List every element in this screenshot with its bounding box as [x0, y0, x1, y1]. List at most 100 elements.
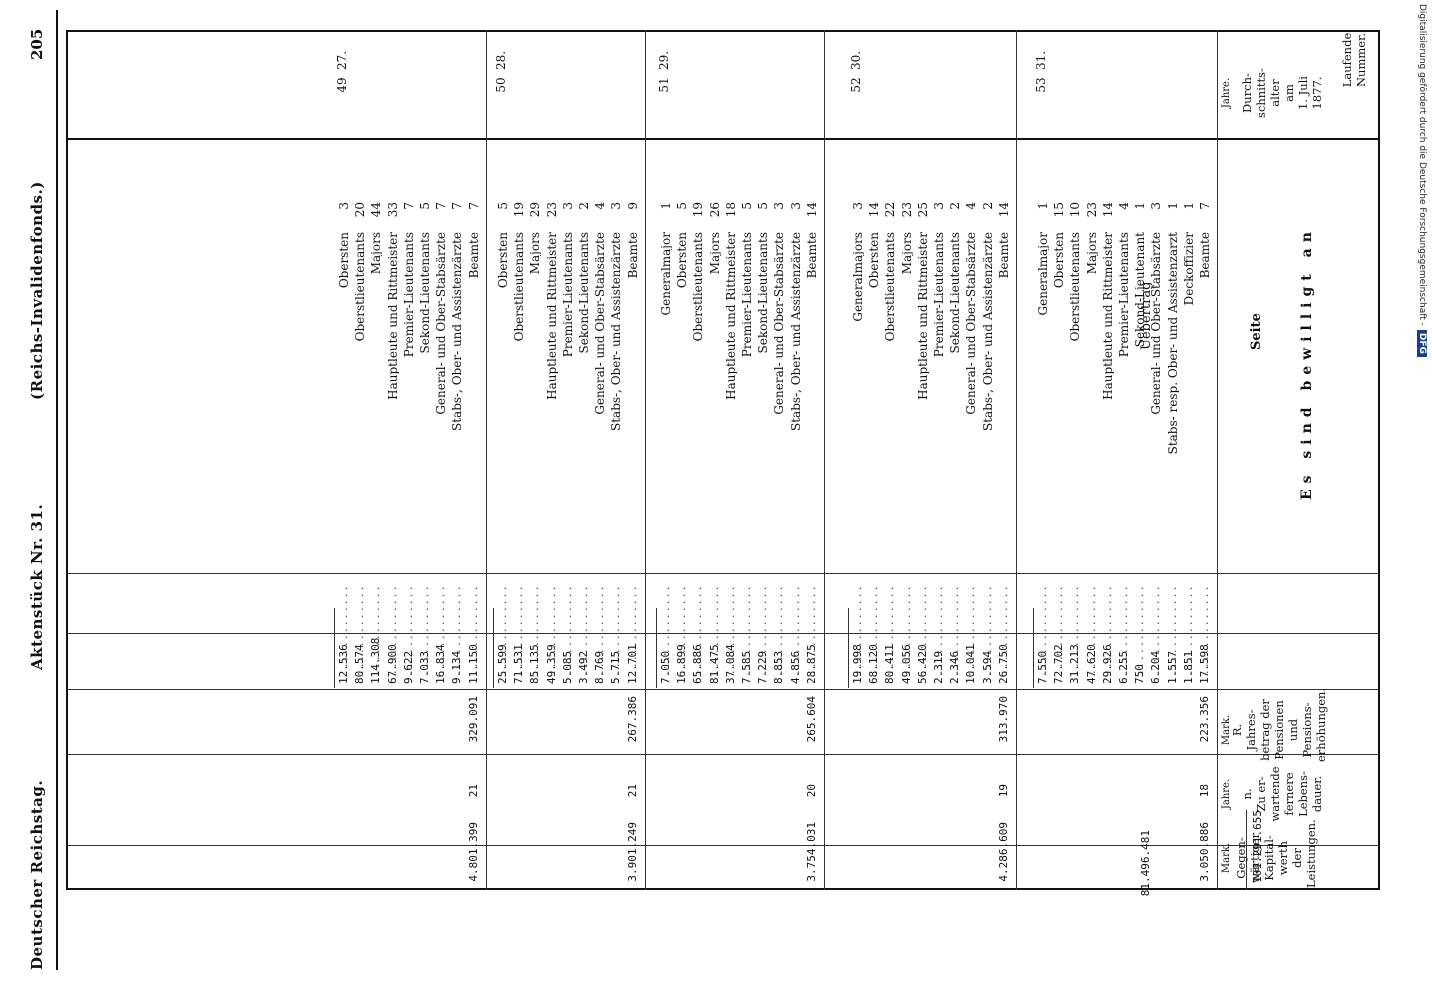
rank-name: Hauptleute und Rittmeister [545, 232, 558, 400]
rank-amount: 56.420 [915, 644, 929, 684]
rank-amount: 47.620 [1084, 644, 1098, 684]
rank-name: Premier-Lieutenants [741, 232, 753, 358]
rank-name: Deckoffizier [1182, 232, 1195, 306]
rank-name: General- und Ober-Stabsärzte [1150, 232, 1163, 415]
rank-count: 7 [434, 202, 449, 210]
group-rule [1217, 30, 1218, 890]
rank-amount: 49.359 [544, 644, 558, 684]
rank-name: Premier-Lieutenants [1118, 232, 1130, 358]
rank-count: 23 [1084, 202, 1099, 218]
rank-amount: 12.701 [625, 644, 639, 684]
group-age: 51 [657, 77, 671, 93]
rank-count: 3 [1149, 202, 1164, 210]
rank-count: 3 [788, 202, 803, 210]
rank-count: 7 [450, 202, 465, 210]
uebertrag-value: 81.496.481 [1139, 830, 1152, 897]
rank-amount: 7.050 [659, 650, 672, 684]
rank-amount: 26.750 [996, 644, 1010, 684]
rank-amount: 80.574 [353, 644, 367, 684]
rank-name: Hauptleute und Rittmeister [724, 232, 737, 400]
rank-count: 2 [948, 202, 963, 210]
rank-amount: 31.213 [1068, 644, 1082, 684]
rank-count: 1 [1181, 202, 1196, 210]
rank-amount: 7.229 [756, 650, 770, 684]
rank-count: 10 [1068, 202, 1083, 218]
rank-amount: 8.853 [772, 650, 786, 684]
rank-count: 3 [851, 202, 865, 210]
rank-name: Premier-Lieutenants [933, 232, 945, 358]
rank-name: Sekond-Lieutenants [757, 232, 770, 354]
rank-count: 5 [675, 202, 690, 210]
rank-name: Obersten [497, 232, 509, 289]
rank-name: Beamte [1199, 232, 1211, 279]
rank-count: 15 [1052, 202, 1067, 218]
rank-count: 14 [1100, 202, 1115, 218]
rank-count: 29 [528, 202, 543, 218]
rank-name: General- und Ober-Stabsärzte [773, 232, 786, 415]
rank-count: 3 [560, 202, 575, 210]
rank-count: 3 [337, 202, 351, 210]
footer-label: Seite [1249, 313, 1264, 350]
rank-name: Beamte [626, 232, 639, 279]
rank-count: 5 [418, 202, 432, 210]
rank-name: Obersten [868, 232, 881, 289]
rank-count: 23 [899, 202, 914, 218]
amount-subtotal-rule [334, 608, 335, 688]
rank-count: 2 [577, 202, 591, 210]
group-life: 21 [625, 784, 639, 798]
rank-count: 20 [353, 202, 368, 218]
rank-count: 14 [996, 202, 1011, 218]
rank-amount: 10.041 [964, 644, 978, 684]
rank-amount: 114.308 [369, 637, 383, 684]
rank-count: 2 [980, 202, 995, 210]
rank-amount: 3.492 [577, 650, 590, 684]
rank-name: General- und Ober-Stabsärzte [594, 232, 607, 415]
rank-name: Sekond-Lieutenant [1134, 232, 1147, 348]
rank-amount: 67.900 [385, 644, 399, 684]
rank-count: 1 [1133, 202, 1148, 210]
group-total: 329.091 [466, 696, 480, 743]
group-life: 19 [996, 784, 1010, 798]
rank-amount: 12.536 [337, 644, 350, 684]
rank-name: General- und Ober-Stabsärzte [435, 232, 448, 415]
amount-subtotal-rule [848, 608, 849, 688]
rank-amount: 37.084 [723, 644, 737, 684]
rank-amount: 2.319 [932, 650, 945, 684]
group-total: 265.604 [804, 696, 818, 743]
rank-name: Beamte [997, 232, 1010, 279]
group-life: 21 [466, 784, 480, 798]
rank-name: Majors [529, 232, 542, 275]
rank-amount: 65.886 [691, 644, 705, 684]
group-age: 50 [494, 77, 508, 93]
rank-name: Sekond-Lieutenants [578, 232, 590, 354]
group-rule [485, 30, 487, 890]
rank-name: Majors [900, 232, 913, 275]
rank-amount: 19.998 [851, 644, 864, 684]
rank-name: Sekond-Lieutenants [419, 232, 431, 354]
rank-count: 1 [1165, 202, 1180, 210]
rank-name: Oberstlieutenants [1069, 232, 1082, 342]
rank-name: Stabs-, Ober- und Assistenzärzte [610, 232, 623, 431]
rank-name: Oberstlieutenants [354, 232, 367, 342]
rank-count: 33 [385, 202, 400, 218]
rank-amount: 9.622 [401, 650, 415, 684]
group-total: 267.386 [625, 696, 639, 743]
rank-name: Majors [708, 232, 721, 275]
rank-name: Premier-Lieutenants [561, 232, 574, 358]
rank-amount: 7.033 [418, 650, 431, 684]
rank-name: Generalmajor [1037, 232, 1049, 316]
group-capital: 4.286.609 [996, 822, 1010, 882]
rank-amount: 17.598 [1198, 644, 1211, 684]
rank-count: 4 [1117, 202, 1131, 210]
group-rule [1015, 30, 1017, 890]
amount-subtotal-rule [656, 608, 657, 688]
group-age: 49 [335, 77, 349, 93]
rank-count: 23 [544, 202, 559, 218]
group-life: 18 [1198, 784, 1211, 798]
rank-count: 4 [964, 202, 979, 210]
rank-amount: 16.899 [675, 644, 689, 684]
rank-amount: 3.594 [980, 650, 994, 684]
rank-count: 3 [609, 202, 624, 210]
rank-count: 7 [401, 202, 416, 210]
group-age: 53 [1034, 77, 1048, 93]
